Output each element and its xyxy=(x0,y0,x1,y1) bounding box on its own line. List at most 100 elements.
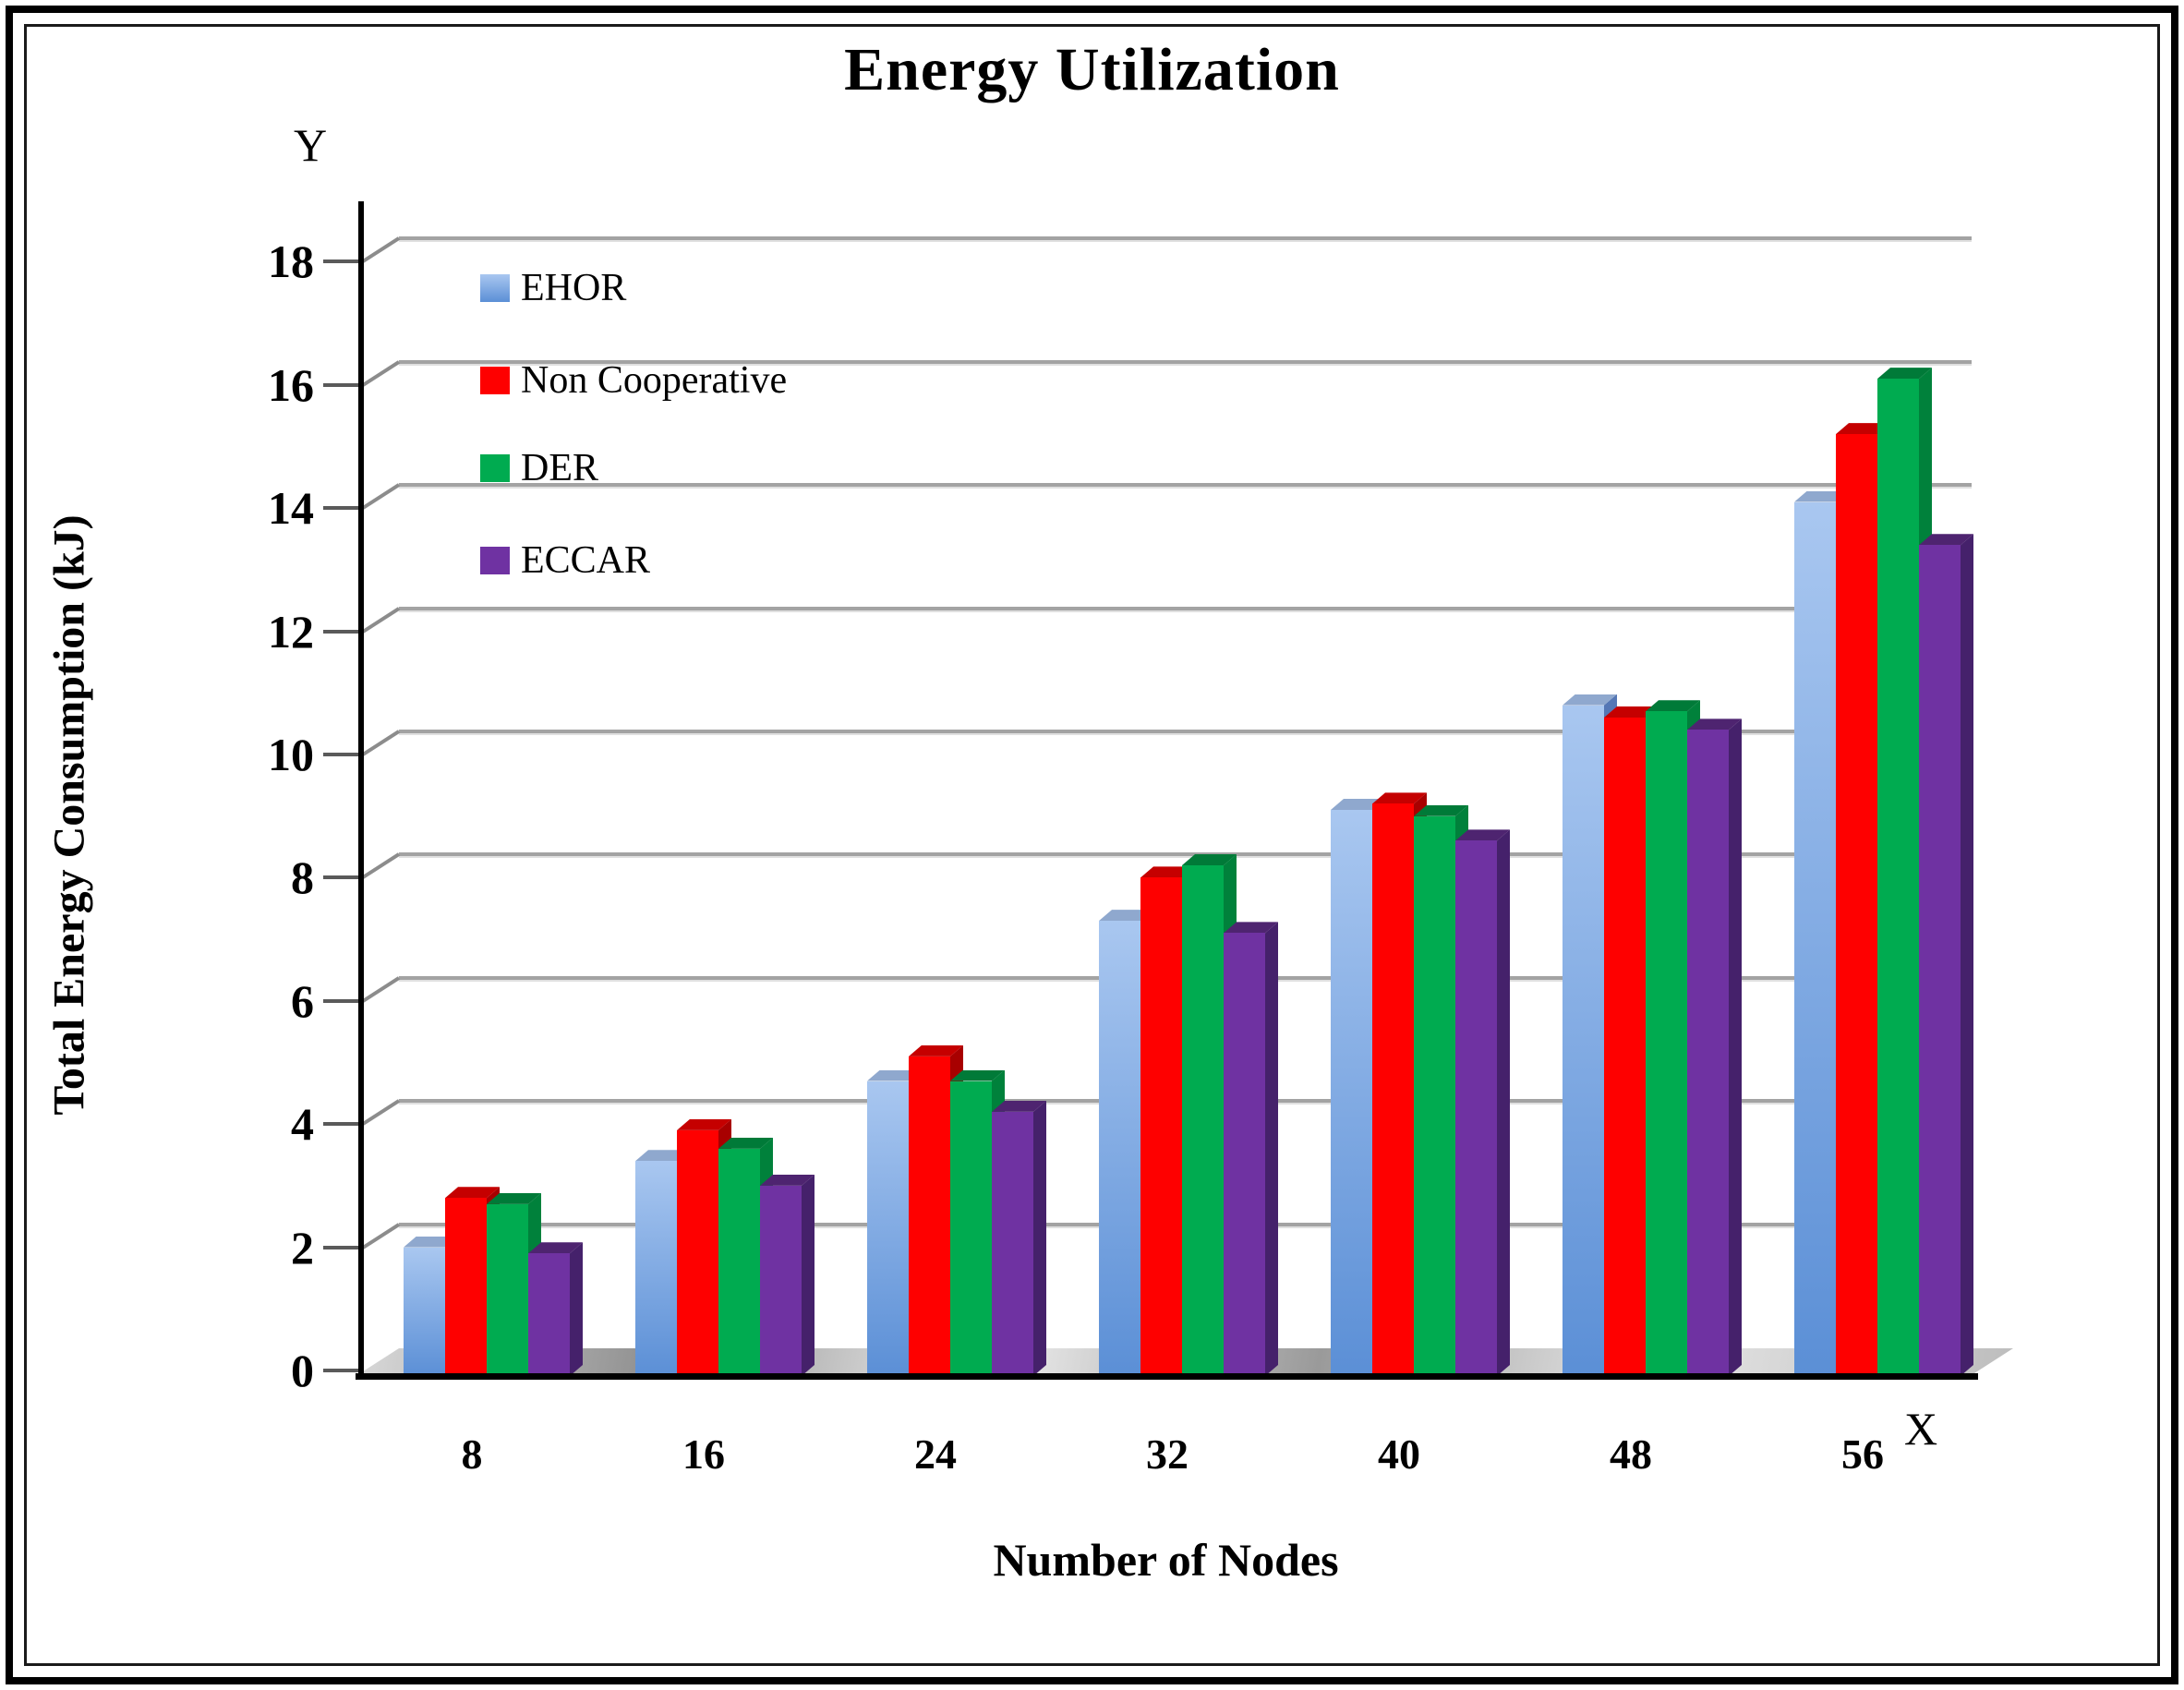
gridline-16 xyxy=(399,359,1972,364)
bar-top-EHOR-56 xyxy=(1794,491,1849,502)
outer-border xyxy=(6,6,2178,1684)
y-tick-label-6: 6 xyxy=(291,974,314,1027)
y-axis-line xyxy=(358,201,364,1376)
gridline-14 xyxy=(399,483,1972,488)
y-tick-6 xyxy=(323,998,360,1003)
bar-Non-Cooperative-32 xyxy=(1140,877,1182,1376)
bar-DER-56 xyxy=(1877,379,1919,1376)
bar-top-Non-Cooperative-8 xyxy=(445,1187,500,1198)
legend-swatch-EHOR xyxy=(480,274,510,302)
legend-swatch-Non-Cooperative xyxy=(480,367,510,394)
bar-EHOR-56 xyxy=(1794,501,1836,1376)
bar-top-EHOR-16 xyxy=(635,1150,690,1161)
legend-swatch-DER xyxy=(480,454,510,482)
y-tick-12 xyxy=(323,629,360,634)
legend-label-Non-Cooperative: Non Cooperative xyxy=(521,359,788,402)
y-tick-0 xyxy=(323,1369,360,1372)
y-tick-4 xyxy=(323,1122,360,1127)
bar-EHOR-24 xyxy=(867,1080,909,1376)
y-tick-label-18: 18 xyxy=(268,235,314,288)
bar-Non-Cooperative-16 xyxy=(677,1129,718,1376)
y-tick-label-12: 12 xyxy=(268,605,314,658)
bar-ECCAR-16 xyxy=(760,1185,802,1376)
bar-top-DER-56 xyxy=(1877,368,1932,379)
y-tick-label-2: 2 xyxy=(291,1221,314,1274)
x-category-label-24: 24 xyxy=(914,1430,957,1478)
bar-Non-Cooperative-8 xyxy=(445,1198,487,1376)
y-axis-letter: Y xyxy=(294,119,328,171)
y-tick-8 xyxy=(323,875,360,880)
bar-side-ECCAR-56 xyxy=(1961,534,1973,1376)
chart-title: Energy Utilization xyxy=(844,36,1340,103)
y-tick-10 xyxy=(323,753,360,756)
bar-DER-16 xyxy=(718,1148,760,1376)
bar-EHOR-48 xyxy=(1563,705,1604,1376)
bar-top-EHOR-8 xyxy=(404,1237,458,1248)
bar-top-ECCAR-32 xyxy=(1224,922,1278,933)
bar-top-DER-48 xyxy=(1646,700,1700,711)
bar-top-Non-Cooperative-48 xyxy=(1604,706,1659,718)
x-axis-line xyxy=(356,1373,1978,1380)
bar-top-DER-32 xyxy=(1182,854,1237,865)
y-tick-label-14: 14 xyxy=(268,482,314,535)
bar-top-ECCAR-40 xyxy=(1455,829,1510,840)
bar-top-DER-8 xyxy=(487,1193,541,1204)
x-axis-letter: X xyxy=(1904,1403,1938,1455)
y-tick-18 xyxy=(323,260,360,264)
x-axis-title: Number of Nodes xyxy=(993,1534,1339,1586)
y-tick-label-4: 4 xyxy=(291,1098,314,1151)
bar-ECCAR-40 xyxy=(1455,840,1497,1376)
inner-border xyxy=(24,24,2160,1666)
bar-side-ECCAR-48 xyxy=(1729,718,1742,1376)
bar-EHOR-8 xyxy=(404,1247,445,1376)
y-tick-2 xyxy=(323,1245,360,1249)
bar-ECCAR-48 xyxy=(1687,730,1729,1376)
gridline-10 xyxy=(399,730,1972,733)
bar-DER-40 xyxy=(1414,815,1455,1376)
bar-top-EHOR-24 xyxy=(867,1070,922,1081)
y-tick-16 xyxy=(323,382,360,387)
bar-ECCAR-56 xyxy=(1919,545,1961,1376)
x-category-label-56: 56 xyxy=(1841,1430,1884,1478)
bar-top-Non-Cooperative-16 xyxy=(677,1119,731,1130)
bar-top-DER-16 xyxy=(718,1138,773,1149)
bar-DER-8 xyxy=(487,1203,528,1376)
bar-DER-32 xyxy=(1182,865,1224,1376)
bar-top-ECCAR-48 xyxy=(1687,718,1742,730)
legend-label-EHOR: EHOR xyxy=(521,267,627,309)
bar-EHOR-16 xyxy=(635,1161,677,1376)
y-tick-label-0: 0 xyxy=(291,1345,314,1396)
bar-side-ECCAR-8 xyxy=(570,1242,583,1376)
bar-top-DER-40 xyxy=(1414,805,1468,816)
y-axis-title: Total Energy Consumption (kJ) xyxy=(44,514,94,1116)
bar-top-Non-Cooperative-24 xyxy=(909,1045,963,1056)
x-category-label-16: 16 xyxy=(682,1430,725,1478)
y-tick-14 xyxy=(323,506,360,511)
bar-ECCAR-24 xyxy=(992,1111,1033,1376)
x-category-label-40: 40 xyxy=(1378,1430,1420,1478)
gridline-12 xyxy=(399,606,1972,610)
y-tick-label-16: 16 xyxy=(268,358,314,411)
legend-item-EHOR: EHOR xyxy=(480,266,626,310)
x-category-label-32: 32 xyxy=(1146,1430,1189,1478)
bar-top-DER-24 xyxy=(950,1070,1005,1081)
legend-label-ECCAR: ECCAR xyxy=(521,539,651,582)
bar-top-Non-Cooperative-56 xyxy=(1836,423,1890,434)
gridline-8 xyxy=(399,852,1972,857)
bar-top-Non-Cooperative-40 xyxy=(1372,792,1427,803)
bar-top-ECCAR-8 xyxy=(528,1242,583,1253)
x-category-label-8: 8 xyxy=(461,1430,483,1478)
bar-Non-Cooperative-56 xyxy=(1836,434,1877,1376)
bar-ECCAR-8 xyxy=(528,1253,570,1376)
legend-item-Non-Cooperative: Non Cooperative xyxy=(480,358,787,403)
bar-top-EHOR-48 xyxy=(1563,694,1617,706)
bar-top-ECCAR-16 xyxy=(760,1175,814,1186)
bar-side-ECCAR-32 xyxy=(1265,922,1278,1376)
bar-top-EHOR-32 xyxy=(1099,910,1153,921)
legend-item-DER: DER xyxy=(480,446,598,490)
bar-ECCAR-32 xyxy=(1224,933,1265,1376)
bar-side-ECCAR-40 xyxy=(1497,829,1510,1376)
bar-Non-Cooperative-48 xyxy=(1604,717,1646,1376)
x-category-label-48: 48 xyxy=(1610,1430,1652,1478)
